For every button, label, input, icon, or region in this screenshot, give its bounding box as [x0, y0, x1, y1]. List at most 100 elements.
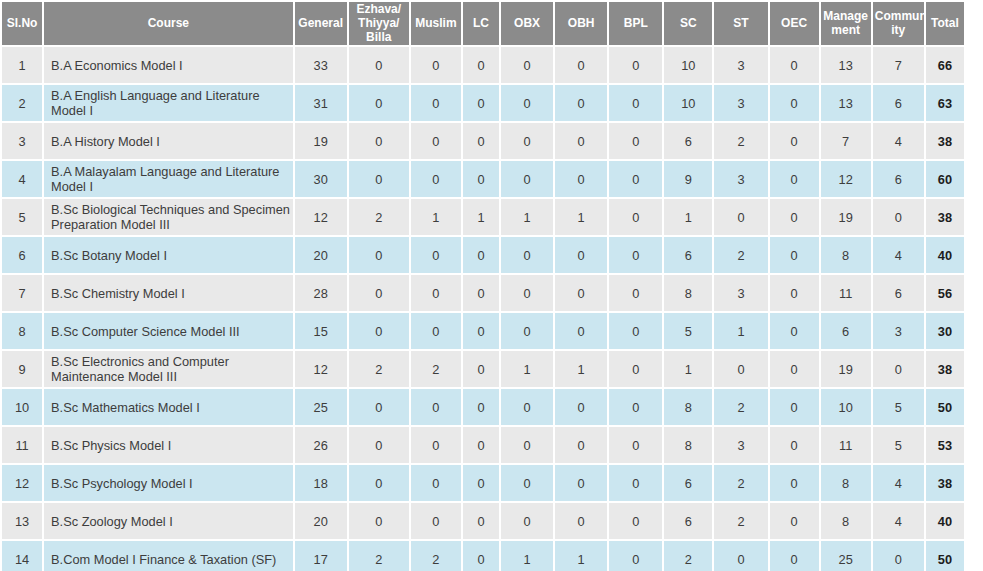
- sc-cell: 8: [664, 427, 712, 463]
- ezhava-cell: 2: [349, 541, 409, 571]
- oec-cell: 0: [770, 237, 819, 273]
- table-row: 12B.Sc Psychology Model I180000006208438: [2, 465, 964, 501]
- management-cell: 11: [821, 427, 871, 463]
- obx-cell: 0: [501, 275, 553, 311]
- community-cell: 5: [873, 427, 924, 463]
- oec-cell: 0: [770, 161, 819, 197]
- obx-cell: 0: [501, 237, 553, 273]
- community-cell: 3: [873, 313, 924, 349]
- table-body: 1B.A Economics Model I330000001030137662…: [2, 47, 964, 571]
- community-cell: 7: [873, 47, 924, 83]
- management-cell: 19: [821, 199, 871, 235]
- general-cell: 12: [295, 199, 347, 235]
- st-cell: 0: [714, 541, 767, 571]
- community-cell: 0: [873, 199, 924, 235]
- bpl-cell: 0: [609, 85, 662, 121]
- table-row: 10B.Sc Mathematics Model I25000000820105…: [2, 389, 964, 425]
- course-cell: B.Sc Mathematics Model I: [44, 389, 293, 425]
- lc-cell: 0: [463, 47, 499, 83]
- ezhava-cell: 0: [349, 123, 409, 159]
- column-header-lc: LC: [463, 2, 499, 45]
- st-cell: 2: [714, 123, 767, 159]
- sc-cell: 10: [664, 85, 712, 121]
- header-row: Sl.NoCourseGeneralEzhava/ Thiyya/ BillaM…: [2, 2, 964, 45]
- community-cell: 4: [873, 503, 924, 539]
- course-cell: B.Sc Psychology Model I: [44, 465, 293, 501]
- st-cell: 0: [714, 199, 767, 235]
- lc-cell: 0: [463, 237, 499, 273]
- management-cell: 8: [821, 237, 871, 273]
- sc-cell: 2: [664, 541, 712, 571]
- muslim-cell: 0: [411, 389, 461, 425]
- lc-cell: 0: [463, 275, 499, 311]
- obx-cell: 0: [501, 161, 553, 197]
- total-cell: 38: [926, 465, 964, 501]
- total-cell: 38: [926, 123, 964, 159]
- sc-cell: 6: [664, 123, 712, 159]
- sc-cell: 8: [664, 275, 712, 311]
- obh-cell: 0: [555, 237, 607, 273]
- obh-cell: 0: [555, 123, 607, 159]
- st-cell: 2: [714, 503, 767, 539]
- bpl-cell: 0: [609, 351, 662, 387]
- total-cell: 38: [926, 199, 964, 235]
- management-cell: 13: [821, 85, 871, 121]
- ezhava-cell: 0: [349, 237, 409, 273]
- course-cell: B.Com Model I Finance & Taxation (SF): [44, 541, 293, 571]
- course-cell: B.Sc Electronics and Computer Maintenanc…: [44, 351, 293, 387]
- obx-cell: 1: [501, 541, 553, 571]
- lc-cell: 0: [463, 313, 499, 349]
- ezhava-cell: 2: [349, 351, 409, 387]
- general-cell: 17: [295, 541, 347, 571]
- general-cell: 20: [295, 237, 347, 273]
- slno-cell: 9: [2, 351, 42, 387]
- management-cell: 25: [821, 541, 871, 571]
- slno-cell: 12: [2, 465, 42, 501]
- course-cell: B.A History Model I: [44, 123, 293, 159]
- bpl-cell: 0: [609, 123, 662, 159]
- obh-cell: 0: [555, 85, 607, 121]
- community-cell: 6: [873, 161, 924, 197]
- community-cell: 4: [873, 123, 924, 159]
- obx-cell: 0: [501, 47, 553, 83]
- slno-cell: 1: [2, 47, 42, 83]
- community-cell: 0: [873, 351, 924, 387]
- obh-cell: 1: [555, 541, 607, 571]
- management-cell: 10: [821, 389, 871, 425]
- bpl-cell: 0: [609, 503, 662, 539]
- general-cell: 12: [295, 351, 347, 387]
- general-cell: 20: [295, 503, 347, 539]
- bpl-cell: 0: [609, 275, 662, 311]
- slno-cell: 8: [2, 313, 42, 349]
- slno-cell: 2: [2, 85, 42, 121]
- ezhava-cell: 0: [349, 503, 409, 539]
- bpl-cell: 0: [609, 465, 662, 501]
- total-cell: 66: [926, 47, 964, 83]
- muslim-cell: 0: [411, 47, 461, 83]
- st-cell: 1: [714, 313, 767, 349]
- sc-cell: 5: [664, 313, 712, 349]
- community-cell: 6: [873, 275, 924, 311]
- slno-cell: 11: [2, 427, 42, 463]
- column-header-ezhava: Ezhava/ Thiyya/ Billa: [349, 2, 409, 45]
- oec-cell: 0: [770, 541, 819, 571]
- oec-cell: 0: [770, 313, 819, 349]
- obh-cell: 0: [555, 275, 607, 311]
- course-cell: B.Sc Zoology Model I: [44, 503, 293, 539]
- table-header: Sl.NoCourseGeneralEzhava/ Thiyya/ BillaM…: [2, 2, 964, 45]
- bpl-cell: 0: [609, 161, 662, 197]
- obx-cell: 0: [501, 465, 553, 501]
- bpl-cell: 0: [609, 541, 662, 571]
- seat-matrix-table: Sl.NoCourseGeneralEzhava/ Thiyya/ BillaM…: [0, 0, 966, 571]
- slno-cell: 7: [2, 275, 42, 311]
- muslim-cell: 0: [411, 503, 461, 539]
- community-cell: 5: [873, 389, 924, 425]
- obx-cell: 0: [501, 313, 553, 349]
- seat-matrix-page: Sl.NoCourseGeneralEzhava/ Thiyya/ BillaM…: [0, 0, 983, 571]
- slno-cell: 13: [2, 503, 42, 539]
- obh-cell: 1: [555, 351, 607, 387]
- muslim-cell: 1: [411, 199, 461, 235]
- management-cell: 6: [821, 313, 871, 349]
- column-header-oec: OEC: [770, 2, 819, 45]
- st-cell: 0: [714, 351, 767, 387]
